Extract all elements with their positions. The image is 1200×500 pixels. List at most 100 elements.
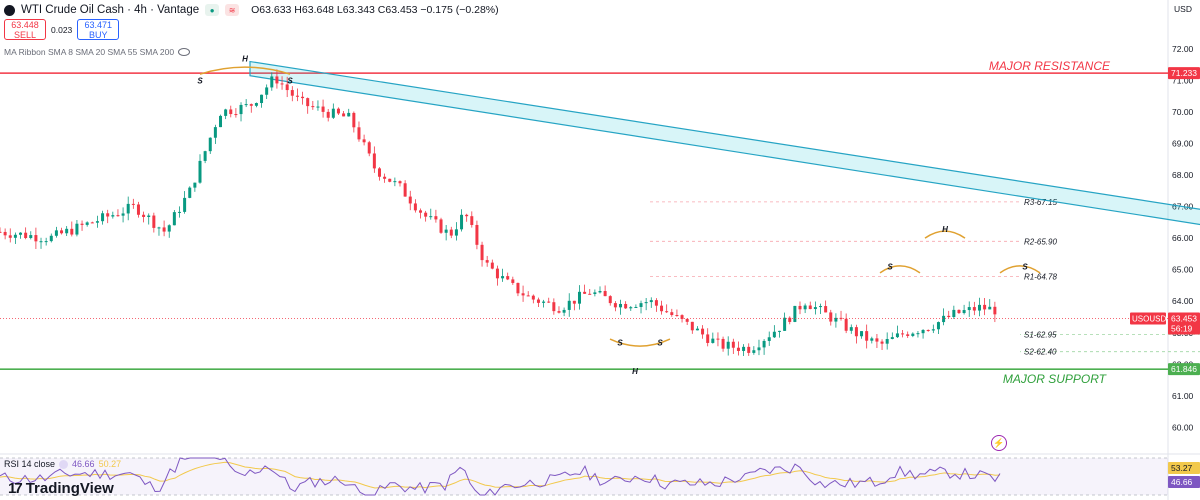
candle-body xyxy=(967,307,971,311)
candle-body xyxy=(526,295,530,297)
candle-body xyxy=(424,212,428,217)
candle-body xyxy=(377,168,381,177)
candle-body xyxy=(336,108,340,114)
candle-body xyxy=(485,260,489,263)
candle-body xyxy=(977,304,981,311)
candle-body xyxy=(583,291,587,294)
sell-button[interactable]: 63.448 SELL xyxy=(4,19,46,40)
symbol-logo-icon xyxy=(4,4,15,16)
symbol-title[interactable]: WTI Crude Oil Cash · 4h · Vantage xyxy=(21,4,200,16)
y-tick-label: 66.00 xyxy=(1172,233,1194,243)
candle-body xyxy=(988,306,992,310)
candle-body xyxy=(972,307,976,311)
buy-button[interactable]: 63.471 BUY xyxy=(77,19,120,40)
candle-body xyxy=(403,183,407,197)
candle-body xyxy=(495,268,499,279)
candle-body xyxy=(736,347,740,351)
y-tick-label: 69.00 xyxy=(1172,139,1194,149)
candle-body xyxy=(342,113,346,117)
y-tick-label: 68.00 xyxy=(1172,170,1194,180)
candle-body xyxy=(567,300,571,310)
candle-body xyxy=(957,309,961,314)
rsi-line xyxy=(0,457,1001,496)
candle-body xyxy=(521,293,525,296)
eye-icon[interactable] xyxy=(178,48,191,56)
candle-body xyxy=(921,329,925,334)
candle-body xyxy=(295,95,299,97)
pattern-label: S xyxy=(197,77,203,86)
candle-body xyxy=(111,215,115,217)
currency-label[interactable]: USD xyxy=(1174,4,1192,14)
head-shoulders-top-arc xyxy=(199,66,291,75)
candle-body xyxy=(562,309,566,313)
candle-body xyxy=(470,216,474,225)
candle-body xyxy=(629,307,633,309)
candle-body xyxy=(444,229,448,233)
candle-body xyxy=(947,315,951,318)
pattern-label: H xyxy=(242,55,248,64)
candle-body xyxy=(665,311,669,313)
candle-body xyxy=(813,307,817,310)
candle-body xyxy=(777,330,781,332)
candle-body xyxy=(536,299,540,303)
tradingview-logo[interactable]: 17 TradingView xyxy=(8,480,114,497)
candle-body xyxy=(244,104,248,106)
candle-body xyxy=(301,96,305,99)
candle-body xyxy=(188,187,192,198)
candle-body xyxy=(362,139,366,143)
candle-body xyxy=(121,213,125,216)
candle-body xyxy=(880,341,884,344)
rsi-ma-tag-text: 53.27 xyxy=(1171,463,1193,473)
candle-body xyxy=(357,127,361,140)
candle-body xyxy=(731,341,735,348)
lightning-icon[interactable]: ⚡ xyxy=(991,435,1007,451)
candle-body xyxy=(788,317,792,322)
candle-body xyxy=(613,303,617,308)
candle-body xyxy=(49,235,53,242)
support-price-tag xyxy=(1168,363,1200,376)
countdown-text: 56:19 xyxy=(1171,323,1193,333)
pattern-label: H xyxy=(632,367,638,376)
candle-body xyxy=(475,224,479,245)
pivot-label: R3-67.15 xyxy=(1024,198,1057,207)
candle-body xyxy=(183,197,187,212)
tradingview-icon: 17 xyxy=(8,480,23,497)
candle-body xyxy=(95,221,99,223)
data-mode-icon[interactable]: ≋ xyxy=(225,4,240,16)
rsi-settings-icon[interactable] xyxy=(59,459,69,469)
trade-buttons: 63.448 SELL 0.023 63.471 BUY xyxy=(4,19,120,40)
candle-body xyxy=(644,302,648,304)
market-status-icon[interactable]: ● xyxy=(205,4,220,16)
rsi-ma-line xyxy=(0,461,1001,489)
symbol-tag-text: USOUSD xyxy=(1132,314,1166,323)
candle-body xyxy=(701,328,705,335)
candle-body xyxy=(331,108,335,118)
candle-body xyxy=(0,231,2,233)
candle-body xyxy=(8,235,12,238)
current-price-tag-text: 63.453 xyxy=(1171,313,1197,323)
resistance-price-tag-text: 71.233 xyxy=(1171,68,1197,78)
y-tick-label: 60.00 xyxy=(1172,422,1194,432)
indicator-legend[interactable]: MA Ribbon SMA 8 SMA 20 SMA 55 SMA 200 xyxy=(4,47,191,57)
candle-body xyxy=(572,300,576,304)
candle-body xyxy=(608,296,612,304)
pattern-label: H xyxy=(942,225,948,234)
candle-body xyxy=(993,306,997,315)
candle-body xyxy=(942,315,946,323)
candle-body xyxy=(219,115,223,128)
candle-body xyxy=(911,333,915,336)
candle-body xyxy=(270,76,274,88)
candle-body xyxy=(516,282,520,294)
buy-price: 63.471 xyxy=(84,20,113,30)
buy-label: BUY xyxy=(89,29,108,40)
brand-name: TradingView xyxy=(25,480,114,497)
candle-body xyxy=(275,76,279,84)
pivot-label: R1-64.78 xyxy=(1024,273,1057,282)
candle-body xyxy=(834,317,838,322)
candle-body xyxy=(747,346,751,353)
candle-body xyxy=(588,293,592,295)
candle-body xyxy=(742,346,746,351)
candle-body xyxy=(706,334,710,343)
rsi-legend[interactable]: RSI 14 close 46.66 50.27 xyxy=(4,459,121,469)
